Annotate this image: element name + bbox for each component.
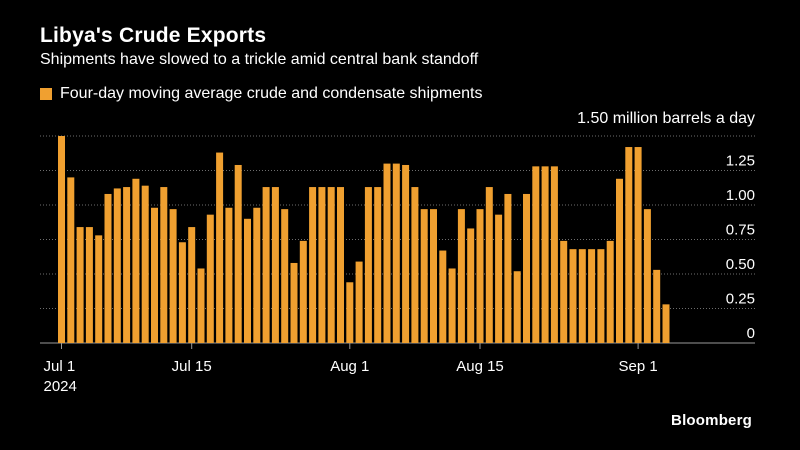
x-tick-labels: Jul 1 2024 Jul 15 Aug 1 Aug 15 Sep 1 (44, 343, 658, 395)
bar (532, 166, 540, 343)
bar (318, 187, 326, 343)
bar (597, 249, 605, 343)
bars (58, 136, 670, 343)
bar (643, 209, 651, 343)
bar (206, 214, 214, 343)
bar (467, 228, 475, 343)
bar (327, 187, 335, 343)
bar (634, 147, 642, 343)
bar (625, 147, 633, 343)
bar (178, 242, 186, 343)
bar (113, 188, 121, 343)
x-tick-label: Sep 1 (618, 358, 657, 375)
bar (337, 187, 344, 343)
bar (383, 163, 391, 343)
bar (523, 193, 530, 343)
bar (439, 250, 447, 343)
bar (476, 209, 484, 343)
bar (188, 227, 196, 343)
bar (244, 218, 251, 343)
bar (225, 207, 233, 343)
bar (253, 207, 261, 343)
bar (364, 187, 372, 343)
bar (578, 249, 586, 343)
bar (374, 187, 382, 343)
bar (281, 209, 289, 343)
bar (299, 240, 307, 343)
bar (588, 249, 596, 343)
bar (411, 187, 419, 343)
x-tick-label: Aug 1 (330, 358, 369, 375)
bar (85, 227, 93, 343)
bar (123, 187, 131, 343)
bar (560, 240, 568, 343)
y-tick-label: 0.25 (726, 291, 755, 308)
bar (616, 178, 623, 343)
x-tick-sublabel: 2024 (44, 378, 77, 395)
bar (457, 209, 465, 343)
y-tick-label: 1.00 (726, 187, 755, 204)
bar (132, 178, 140, 343)
bloomberg-logo: Bloomberg (671, 412, 752, 429)
bar (402, 164, 410, 343)
legend: Four-day moving average crude and conden… (40, 85, 482, 103)
bar (541, 166, 549, 343)
bar (569, 249, 577, 343)
bar (448, 268, 456, 343)
bar (513, 271, 521, 343)
bar (151, 207, 158, 343)
bar (346, 282, 354, 343)
bar (392, 163, 400, 343)
bar (160, 187, 168, 343)
bar (606, 240, 614, 343)
legend-swatch (40, 88, 52, 100)
bar (550, 166, 558, 343)
bar (58, 136, 65, 343)
bar (355, 261, 363, 343)
bar (662, 304, 670, 343)
bar (430, 209, 437, 343)
bar (504, 193, 512, 343)
bar (262, 187, 270, 343)
bar (234, 164, 242, 343)
legend-label: Four-day moving average crude and conden… (60, 85, 483, 102)
y-tick-label: 0.75 (726, 222, 755, 239)
bar (67, 177, 75, 343)
y-tick-label: 0 (747, 325, 755, 342)
bar (485, 187, 493, 343)
x-tick-label: Aug 15 (456, 358, 504, 375)
y-tick-label: 0.50 (726, 256, 755, 273)
y-axis-unit-label: 1.50 million barrels a day (577, 110, 755, 127)
bar (290, 262, 298, 343)
y-tick-labels: 0 0.25 0.50 0.75 1.00 1.25 (726, 153, 755, 343)
bar (76, 227, 84, 343)
bar (197, 268, 205, 343)
bar (95, 235, 103, 343)
bar (104, 193, 112, 343)
bar (420, 209, 428, 343)
y-tick-label: 1.25 (726, 153, 755, 170)
bar (271, 187, 279, 343)
chart-title: Libya's Crude Exports (40, 24, 267, 47)
bar (141, 185, 149, 343)
bar (216, 152, 224, 343)
chart-subtitle: Shipments have slowed to a trickle amid … (40, 51, 479, 68)
bar (653, 269, 661, 343)
x-tick-label: Jul 1 (44, 358, 76, 375)
x-tick-label: Jul 15 (172, 358, 212, 375)
bar (169, 209, 177, 343)
bar (495, 214, 503, 343)
bar (309, 187, 317, 343)
